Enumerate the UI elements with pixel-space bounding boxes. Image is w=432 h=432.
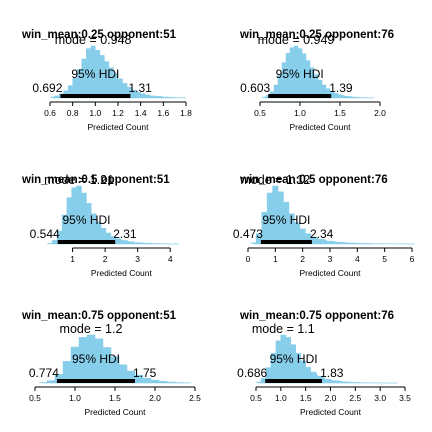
x-tick-label: 0.6 <box>44 108 56 118</box>
panel-title: win_mean:0.5 opponent:51 <box>21 174 170 186</box>
x-tick-label: 2.0 <box>149 393 161 403</box>
panel-title: win_mean:0.5 opponent:76 <box>239 174 388 186</box>
x-tick-label: 3.5 <box>399 393 411 403</box>
x-axis-label: Predicted Count <box>300 407 362 417</box>
hdi-label: 95% HDI <box>270 352 318 366</box>
density-area <box>255 334 398 384</box>
mode-label: mode = 1.12 <box>240 173 310 187</box>
mode-label: mode = 1.2 <box>60 322 123 336</box>
mode-label: mode = 1.21 <box>44 173 114 187</box>
hdi-bar <box>57 240 116 244</box>
hdi-low-label: 0.686 <box>237 366 267 380</box>
x-tick-label: 0.5 <box>29 393 41 403</box>
x-tick-label: 6 <box>410 254 415 264</box>
hdi-high-label: 2.34 <box>310 227 334 241</box>
panel-title: win_mean:0.25 opponent:51 <box>21 29 177 41</box>
hdi-bar <box>56 379 135 383</box>
panel-title: win_mean:0.25 opponent:76 <box>239 29 394 41</box>
x-tick-label: 1.4 <box>135 108 147 118</box>
panel-title: win_mean:0.75 opponent:51 <box>21 310 177 322</box>
x-tick-label: 3 <box>135 254 140 264</box>
x-tick-label: 2 <box>300 254 305 264</box>
mode-label: mode = 0.948 <box>55 33 132 47</box>
hdi-high-label: 1.39 <box>329 81 353 95</box>
x-axis-label: Predicted Count <box>85 407 147 417</box>
x-tick-label: 1 <box>273 254 278 264</box>
hdi-low-label: 0.774 <box>29 366 59 380</box>
x-tick-label: 1.0 <box>89 108 101 118</box>
x-tick-label: 0.5 <box>254 108 266 118</box>
x-tick-label: 2.0 <box>374 108 386 118</box>
hdi-low-label: 0.473 <box>233 227 263 241</box>
density-area <box>261 45 375 99</box>
mode-label: mode = 0.949 <box>258 33 335 47</box>
x-tick-label: 2.0 <box>325 393 337 403</box>
x-tick-label: 1.0 <box>69 393 81 403</box>
hdi-low-label: 0.544 <box>30 227 60 241</box>
x-tick-label: 1.0 <box>275 393 287 403</box>
density-area <box>38 334 192 384</box>
hdi-bar <box>265 379 322 383</box>
panel-title: win_mean:0.75 opponent:76 <box>239 310 394 322</box>
x-tick-label: 1.5 <box>300 393 312 403</box>
x-axis-label: Predicted Count <box>91 268 153 278</box>
x-axis-label: Predicted Count <box>88 122 150 132</box>
x-tick-label: 2.5 <box>189 393 201 403</box>
hdi-high-label: 1.75 <box>133 366 157 380</box>
x-tick-label: 0 <box>246 254 251 264</box>
hdi-high-label: 2.31 <box>113 227 137 241</box>
mode-label: mode = 1.1 <box>252 322 315 336</box>
hdi-label: 95% HDI <box>276 67 324 81</box>
x-tick-label: 1 <box>70 254 75 264</box>
x-axis-label: Predicted Count <box>290 122 352 132</box>
x-tick-label: 3 <box>328 254 333 264</box>
x-tick-label: 2 <box>103 254 108 264</box>
x-tick-label: 1.6 <box>157 108 169 118</box>
hdi-label: 95% HDI <box>262 213 310 227</box>
hdi-bar <box>60 94 131 98</box>
x-tick-label: 3.0 <box>374 393 386 403</box>
x-tick-label: 1.5 <box>334 108 346 118</box>
x-axis-label: Predicted Count <box>300 268 362 278</box>
x-tick-label: 1.2 <box>112 108 124 118</box>
density-area <box>47 185 180 245</box>
hdi-high-label: 1.83 <box>320 366 344 380</box>
x-tick-label: 4 <box>355 254 360 264</box>
hdi-bar <box>260 240 312 244</box>
hdi-label: 95% HDI <box>72 352 120 366</box>
x-tick-label: 0.8 <box>67 108 79 118</box>
x-tick-label: 2.5 <box>349 393 361 403</box>
x-tick-label: 4 <box>168 254 173 264</box>
x-tick-label: 0.5 <box>250 393 262 403</box>
density-area <box>250 185 415 245</box>
x-tick-label: 1.0 <box>294 108 306 118</box>
x-tick-label: 1.8 <box>180 108 192 118</box>
hdi-low-label: 0.603 <box>240 81 270 95</box>
hdi-low-label: 0.692 <box>32 81 62 95</box>
hdi-label: 95% HDI <box>62 213 110 227</box>
hdi-label: 95% HDI <box>71 67 119 81</box>
x-tick-label: 5 <box>382 254 387 264</box>
density-area <box>49 45 187 99</box>
x-tick-label: 1.5 <box>109 393 121 403</box>
hdi-bar <box>268 94 332 98</box>
hdi-high-label: 1.31 <box>129 81 153 95</box>
